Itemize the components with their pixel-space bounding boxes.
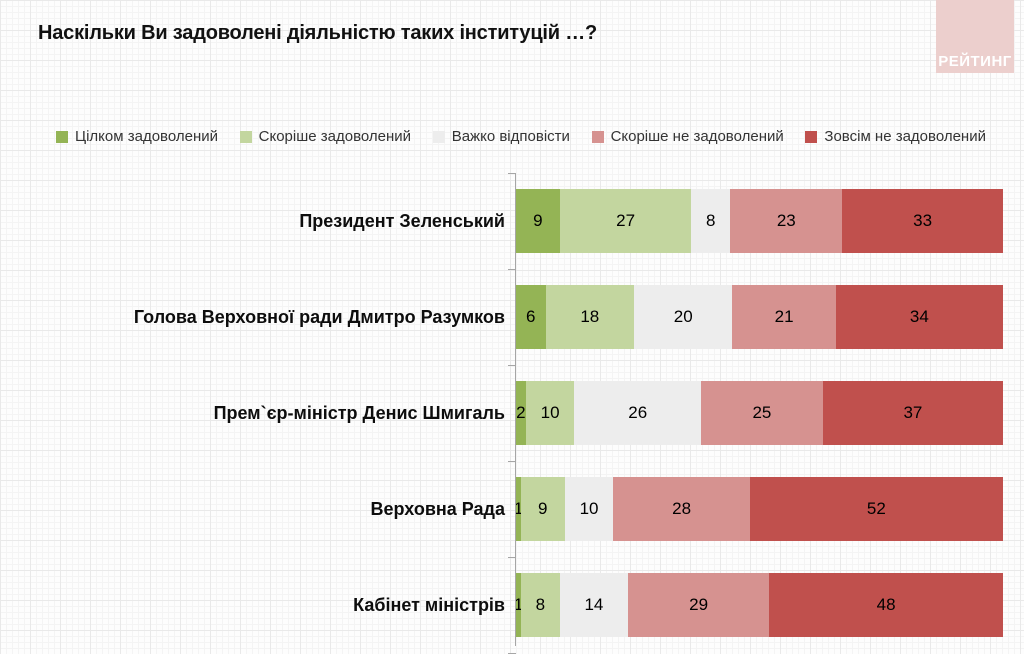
chart-title: Наскільки Ви задоволені діяльністю таких… xyxy=(38,22,598,44)
chart-legend: Цілком задоволений Скоріше задоволений Важ… xyxy=(56,128,986,145)
legend-item: Скоріше не задоволений xyxy=(591,128,784,145)
legend-label: Зовсім не задоволений xyxy=(824,128,986,145)
stacked-bar: 2 10 26 25 37 xyxy=(516,381,1003,445)
bar-segment: 37 xyxy=(822,381,1003,445)
segment-value-label: 23 xyxy=(776,211,796,230)
bar-segment: 18 xyxy=(545,285,635,349)
segment-value-label: 10 xyxy=(540,403,560,422)
stacked-bar: 9 27 8 23 33 xyxy=(516,189,1003,253)
bar-segment: 6 xyxy=(516,285,546,349)
rating-group-logo: РЕЙТИНГ xyxy=(936,0,1014,73)
segment-value-label: 25 xyxy=(752,403,772,422)
category-label: Прем`єр-міністр Денис Шмигаль xyxy=(213,402,505,423)
segment-value-label: 48 xyxy=(876,595,896,614)
chart-row: Президент Зеленський 9 27 8 23 33 xyxy=(0,173,1003,269)
bar-segment: 20 xyxy=(634,285,733,349)
bar-segment: 9 xyxy=(520,477,565,541)
legend-swatch-icon xyxy=(56,130,68,143)
segment-value-label: 6 xyxy=(526,307,536,326)
category-label: Голова Верховної ради Дмитро Разумков xyxy=(133,306,505,327)
segment-value-label: 9 xyxy=(538,499,548,518)
chart-row: Верховна Рада 1 9 10 28 52 xyxy=(0,461,1003,557)
bar-segment: 9 xyxy=(516,189,560,253)
segment-value-label: 26 xyxy=(628,403,648,422)
bar-segment: 1 xyxy=(513,573,524,637)
chart-row: Прем`єр-міністр Денис Шмигаль 2 10 26 25 37 xyxy=(0,365,1003,461)
legend-label: Цілком задоволений xyxy=(75,128,218,145)
bar-segment: 23 xyxy=(730,189,843,253)
bar-segment: 27 xyxy=(559,189,692,253)
legend-swatch-icon xyxy=(805,130,818,143)
legend-swatch-icon xyxy=(432,130,445,143)
bar-segment: 25 xyxy=(701,381,823,445)
legend-label: Важко відповісти xyxy=(451,128,570,145)
segment-value-label: 8 xyxy=(535,595,546,614)
legend-item: Скоріше задоволений xyxy=(239,128,412,145)
chart-row: Голова Верховної ради Дмитро Разумков 6 18… xyxy=(0,269,1003,365)
axis-tick-mark xyxy=(508,461,516,462)
stacked-bar-chart: Президент Зеленський 9 27 8 23 33 Голова Верхо… xyxy=(0,173,1004,654)
segment-value-label: 8 xyxy=(706,211,716,230)
stacked-bar: 6 18 20 21 34 xyxy=(516,285,1003,349)
bar-segment: 29 xyxy=(628,573,770,637)
segment-value-label: 52 xyxy=(866,499,886,518)
bar-segment: 34 xyxy=(835,285,1003,349)
stacked-bar: 1 8 14 29 48 xyxy=(513,573,1004,637)
bar-segment: 48 xyxy=(769,573,1004,637)
category-axis-line xyxy=(515,173,516,646)
segment-value-label: 2 xyxy=(516,403,526,422)
category-label: Президент Зеленський xyxy=(299,210,505,231)
bar-segment: 10 xyxy=(525,381,575,445)
legend-swatch-icon xyxy=(239,130,252,143)
chart-row: Кабінет міністрів 1 8 14 29 48 xyxy=(0,557,1004,653)
category-label: Кабінет міністрів xyxy=(353,594,505,615)
legend-swatch-icon xyxy=(591,130,604,143)
bar-segment: 52 xyxy=(749,477,1003,541)
segment-value-label: 1 xyxy=(513,499,524,518)
legend-item: Зовсім не задоволений xyxy=(805,128,986,145)
segment-value-label: 20 xyxy=(673,307,693,326)
legend-label: Скоріше задоволений xyxy=(258,128,412,145)
legend-label: Скоріше не задоволений xyxy=(610,128,784,145)
segment-value-label: 14 xyxy=(584,595,604,614)
chart-rows: Президент Зеленський 9 27 8 23 33 Голова Верхо… xyxy=(0,173,1004,653)
bar-segment: 26 xyxy=(574,381,702,445)
stacked-bar: 1 9 10 28 52 xyxy=(513,477,1003,541)
legend-item: Цілком задоволений xyxy=(56,128,218,145)
axis-tick-mark xyxy=(508,365,516,366)
axis-tick-mark xyxy=(508,269,516,270)
axis-tick-mark xyxy=(508,557,516,558)
segment-value-label: 21 xyxy=(774,307,794,326)
axis-tick-mark xyxy=(508,173,516,174)
bar-segment: 1 xyxy=(513,477,524,541)
rating-group-logo-text: РЕЙТИНГ xyxy=(938,53,1012,70)
segment-value-label: 9 xyxy=(533,211,543,230)
legend-item: Важко відповісти xyxy=(432,128,570,145)
segment-value-label: 27 xyxy=(616,211,636,230)
bar-segment: 10 xyxy=(564,477,614,541)
segment-value-label: 37 xyxy=(903,403,923,422)
bar-segment: 33 xyxy=(842,189,1003,253)
bar-segment: 8 xyxy=(520,573,560,637)
bar-segment: 8 xyxy=(691,189,731,253)
segment-value-label: 10 xyxy=(579,499,599,518)
bar-segment: 2 xyxy=(516,381,526,445)
bar-segment: 14 xyxy=(559,573,629,637)
segment-value-label: 34 xyxy=(909,307,929,326)
bar-segment: 21 xyxy=(732,285,836,349)
segment-value-label: 29 xyxy=(689,595,709,614)
segment-value-label: 1 xyxy=(513,595,524,614)
segment-value-label: 18 xyxy=(580,307,600,326)
segment-value-label: 28 xyxy=(672,499,692,518)
category-label: Верховна Рада xyxy=(370,498,506,519)
segment-value-label: 33 xyxy=(913,211,933,230)
bar-segment: 28 xyxy=(613,477,750,541)
